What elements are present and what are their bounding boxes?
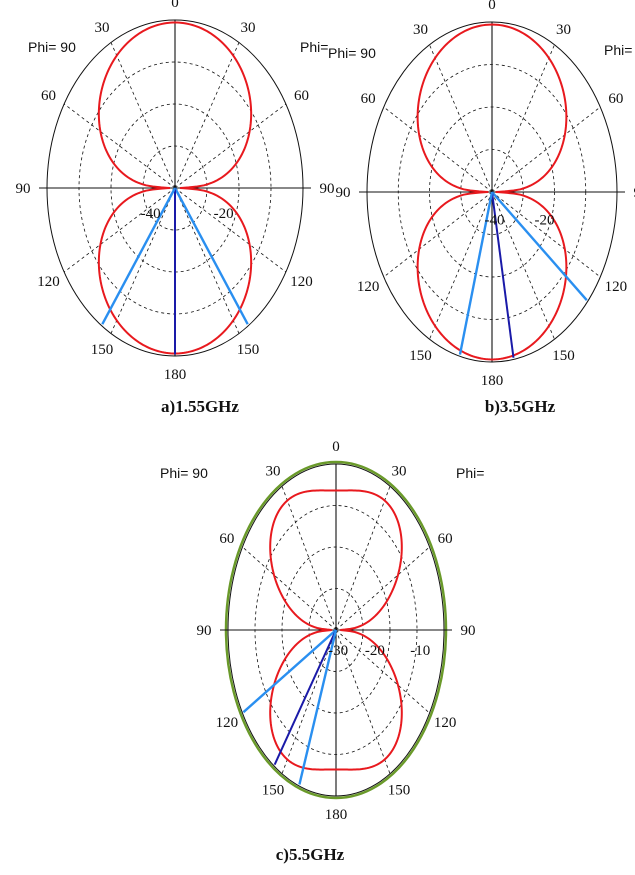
- angle-tick-label: 120: [216, 715, 239, 731]
- grid-spoke-210: [429, 191, 493, 340]
- angle-tick-label: 60: [361, 91, 376, 107]
- grid-spoke-30: [174, 42, 240, 189]
- grid-spoke-240: [63, 187, 176, 273]
- grid-spoke-30: [335, 486, 391, 631]
- polar-plot-b: 0 30 60 90 120 150 180 150 120 90 60 30 -40 -20 Phi= 9…: [328, 0, 635, 416]
- angle-tick-label: 120: [434, 715, 457, 731]
- phi-label-right: Phi=: [300, 39, 328, 55]
- grid-spoke-120: [335, 629, 430, 714]
- grid-spoke-210: [281, 629, 337, 774]
- grid-spoke-330: [429, 44, 493, 193]
- chart-caption: a)1.55GHz: [161, 397, 239, 416]
- chart-caption: c)5.5GHz: [276, 845, 345, 864]
- radial-tick-label: -20: [365, 643, 385, 659]
- angle-tick-label: 0: [332, 439, 340, 455]
- grid-spoke-300: [63, 103, 176, 189]
- marker-line-1: [491, 191, 515, 358]
- grid-spoke-300: [383, 106, 493, 193]
- angle-tick-label: 30: [556, 22, 571, 38]
- angle-tick-label: 90: [320, 181, 335, 197]
- angle-tick-label: 30: [413, 22, 428, 38]
- angle-tick-label: 180: [481, 373, 504, 389]
- grid-spoke-300: [242, 546, 337, 631]
- angle-tick-label: 120: [37, 274, 60, 290]
- angle-tick-label: 30: [95, 20, 110, 36]
- radial-tick-label: -20: [214, 206, 234, 222]
- angle-tick-label: 60: [41, 88, 56, 104]
- angle-tick-label: 90: [634, 185, 635, 201]
- angle-tick-label: 0: [171, 0, 179, 11]
- angle-tick-label: 150: [237, 342, 260, 358]
- angle-tick-label: 90: [197, 623, 212, 639]
- grid-spoke-60: [491, 106, 601, 193]
- marker-line-0: [173, 187, 249, 325]
- marker-line-0: [491, 191, 588, 301]
- marker-line-2: [101, 187, 177, 325]
- grid-spoke-150: [491, 191, 555, 340]
- radial-tick-label: -40: [141, 206, 161, 222]
- grid-spoke-210: [110, 187, 176, 334]
- angle-tick-label: 0: [488, 0, 496, 13]
- polar-plot-c: 0 30 60 90 120 150 180 150 120 90 60 30 -30 -20 -10 Phi…: [160, 439, 484, 864]
- marker-line-2: [298, 629, 338, 785]
- grid-spoke-240: [383, 191, 493, 278]
- angle-tick-label: 150: [552, 348, 575, 364]
- angle-tick-label: 150: [388, 782, 411, 798]
- marker-line-0: [242, 629, 337, 714]
- radiation-pattern: [269, 489, 403, 771]
- angle-tick-label: 60: [219, 531, 234, 547]
- marker-line-2: [458, 191, 494, 355]
- angle-tick-label: 150: [409, 348, 432, 364]
- angle-tick-label: 90: [16, 181, 31, 197]
- radial-tick-label: -40: [485, 212, 505, 228]
- angle-tick-label: 120: [357, 279, 380, 295]
- angle-tick-label: 30: [241, 20, 256, 36]
- grid-spoke-60: [174, 103, 287, 189]
- angle-tick-label: 150: [91, 342, 114, 358]
- grid-spoke-30: [491, 44, 555, 193]
- radiation-pattern: [416, 23, 568, 361]
- grid-spoke-120: [174, 187, 287, 273]
- polar-plot-a: 0 30 60 90 120 150 180 150 120 90 60 30 -40 -20 Phi= 9…: [16, 0, 335, 416]
- angle-tick-label: 120: [290, 274, 313, 290]
- radial-tick-label: -20: [535, 212, 555, 228]
- marker-line-1: [273, 629, 337, 766]
- angle-tick-label: 30: [392, 464, 407, 480]
- phi-label-right: Phi=: [604, 42, 632, 58]
- phi-label-left: Phi= 90: [160, 465, 208, 481]
- phi-label-left: Phi= 90: [28, 39, 76, 55]
- grid-spoke-330: [281, 486, 337, 631]
- angle-tick-label: 90: [336, 185, 351, 201]
- grid-spoke-120: [491, 191, 601, 278]
- angle-tick-label: 180: [164, 367, 187, 383]
- angle-tick-label: 30: [266, 464, 281, 480]
- angle-tick-label: 60: [438, 531, 453, 547]
- chart-caption: b)3.5GHz: [485, 397, 556, 416]
- angle-tick-label: 90: [461, 623, 476, 639]
- grid-spoke-150: [174, 187, 240, 334]
- angle-tick-label: 60: [294, 88, 309, 104]
- angle-tick-label: 60: [608, 91, 623, 107]
- angle-tick-label: 120: [605, 279, 628, 295]
- phi-label-left: Phi= 90: [328, 45, 376, 61]
- phi-label-right: Phi=: [456, 465, 484, 481]
- grid-spoke-60: [335, 546, 430, 631]
- radial-tick-label: -30: [328, 643, 348, 659]
- angle-tick-label: 150: [262, 782, 285, 798]
- angle-tick-label: 180: [325, 807, 348, 823]
- grid-spoke-330: [110, 42, 176, 189]
- grid-spoke-150: [335, 629, 391, 774]
- radial-tick-label: -10: [410, 643, 430, 659]
